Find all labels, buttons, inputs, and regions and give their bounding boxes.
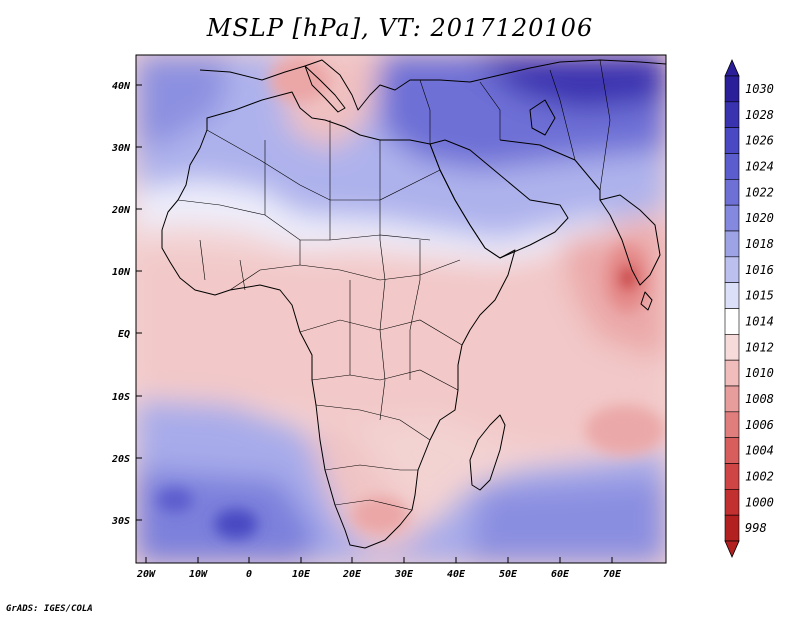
- svg-text:20E: 20E: [342, 569, 362, 580]
- colorbar-swatch: [724, 334, 740, 361]
- colorbar-label: 1030: [745, 82, 774, 96]
- svg-text:20W: 20W: [136, 569, 156, 580]
- colorbar-label: 1024: [745, 159, 774, 173]
- svg-text:70E: 70E: [603, 569, 622, 580]
- lon-tick-60e: 60E: [551, 557, 570, 580]
- colorbar-label: 1022: [745, 185, 774, 199]
- colorbar-swatch: [724, 437, 740, 464]
- svg-text:60E: 60E: [551, 569, 570, 580]
- svg-text:30E: 30E: [394, 569, 414, 580]
- colorbar-swatch: [724, 127, 740, 154]
- colorbar-label: 1000: [745, 495, 774, 509]
- svg-text:10W: 10W: [189, 569, 208, 580]
- lon-axis: 20W 10W 0 10E 20E 30E 40E 50E 60E 70E: [136, 557, 622, 580]
- lat-tick-30s: 30S: [111, 516, 142, 527]
- colorbar-label: 1028: [745, 108, 774, 122]
- lon-tick-40e: 40E: [447, 557, 466, 580]
- lat-axis: 40N 30N 20N 10N EQ 10S 20S 30S: [111, 81, 142, 527]
- lat-tick-30n: 30N: [111, 143, 142, 154]
- lat-tick-10s: 10S: [112, 392, 142, 403]
- colorbar-bottom-arrow: [724, 540, 740, 558]
- colorbar-top-arrow: [724, 59, 740, 77]
- lon-tick-10w: 10W: [189, 557, 208, 580]
- lon-tick-70e: 70E: [603, 557, 622, 580]
- lon-tick-0: 0: [246, 557, 252, 580]
- svg-text:10E: 10E: [292, 569, 311, 580]
- lat-tick-20n: 20N: [111, 205, 142, 216]
- lon-tick-30e: 30E: [394, 557, 414, 580]
- svg-text:10N: 10N: [112, 267, 131, 278]
- svg-text:20N: 20N: [111, 205, 131, 216]
- colorbar-label: 1002: [745, 469, 774, 483]
- colorbar-label: 1018: [745, 237, 774, 251]
- colorbar-label: 1016: [745, 263, 774, 277]
- colorbar-swatch: [724, 308, 740, 335]
- lat-tick-20s: 20S: [111, 454, 142, 465]
- svg-text:20S: 20S: [111, 454, 130, 465]
- colorbar-label: 1006: [745, 418, 774, 432]
- svg-text:10S: 10S: [112, 392, 130, 403]
- plot-frame: [135, 54, 667, 564]
- colorbar-swatch: [724, 256, 740, 283]
- pressure-field: [136, 55, 666, 563]
- lon-tick-50e: 50E: [499, 557, 518, 580]
- colorbar-label: 1010: [745, 366, 774, 380]
- colorbar-label: 1004: [745, 444, 774, 458]
- lon-tick-20w: 20W: [136, 557, 156, 580]
- svg-text:50E: 50E: [499, 569, 518, 580]
- colorbar-swatch: [724, 230, 740, 258]
- colorbar-label: 1014: [745, 314, 774, 328]
- colorbar-label: 1026: [745, 134, 774, 148]
- colorbar: 1030 1028 1026 1024 1022 1020 1018 1016 1015 1014…: [724, 59, 774, 558]
- lon-tick-10e: 10E: [292, 557, 311, 580]
- svg-text:0: 0: [246, 569, 252, 580]
- colorbar-swatch: [724, 385, 740, 413]
- lat-tick-10n: 10N: [112, 267, 142, 278]
- colorbar-swatch: [724, 489, 740, 516]
- colorbar-label: 1012: [745, 340, 774, 354]
- colorbar-swatch: [724, 75, 740, 103]
- colorbar-label: 1015: [745, 289, 774, 303]
- lat-tick-40n: 40N: [112, 81, 142, 92]
- svg-text:30S: 30S: [111, 516, 130, 527]
- colorbar-swatch: [724, 463, 740, 490]
- map-title: MSLP [hPa], VT: 2017120106: [206, 14, 594, 42]
- svg-text:40N: 40N: [112, 81, 131, 92]
- grads-credit: GrADS: IGES/COLA: [6, 604, 93, 614]
- colorbar-swatch: [724, 153, 740, 180]
- colorbar-label: 1020: [745, 211, 774, 225]
- svg-text:EQ: EQ: [118, 329, 130, 340]
- colorbar-swatch: [724, 101, 740, 128]
- colorbar-swatch: [724, 359, 740, 387]
- colorbar-label: 998: [745, 521, 767, 535]
- svg-text:40E: 40E: [447, 569, 466, 580]
- colorbar-swatch: [724, 514, 740, 542]
- svg-text:30N: 30N: [111, 143, 131, 154]
- coastlines: [161, 59, 666, 549]
- lon-tick-20e: 20E: [342, 557, 362, 580]
- colorbar-swatch: [724, 179, 740, 206]
- colorbar-swatch: [724, 282, 740, 309]
- lat-tick-eq: EQ: [118, 329, 142, 340]
- colorbar-swatch: [724, 204, 740, 232]
- colorbar-swatch: [724, 411, 740, 438]
- colorbar-label: 1008: [745, 392, 774, 406]
- country-borders: [177, 59, 611, 511]
